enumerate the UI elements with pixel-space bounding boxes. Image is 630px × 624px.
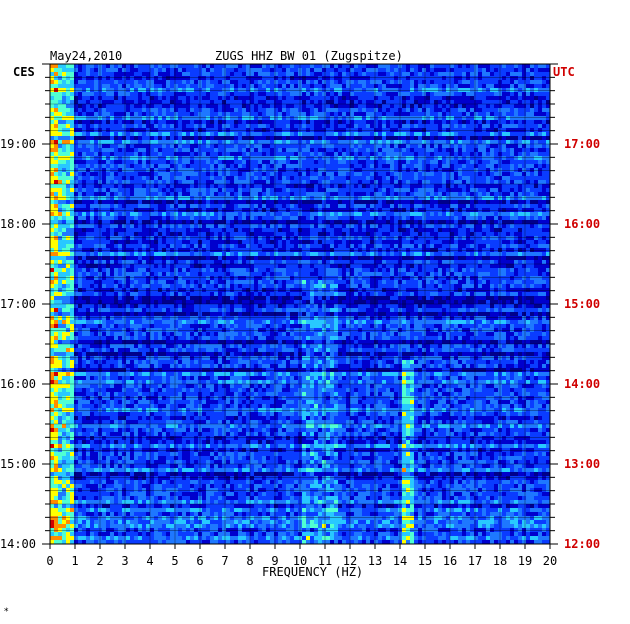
right-axis-label: UTC [553, 65, 575, 79]
y-right-tick-label: 14:00 [564, 377, 600, 391]
axis-labels: 0 1 2 3 4 5 6 7 8 9 10 11 12 13 14 15 16 17 18 19 2014:0015:… [0, 137, 600, 568]
x-tick-label: 3 [121, 554, 128, 568]
x-tick-label: 5 [171, 554, 178, 568]
x-tick-label: 20 [543, 554, 557, 568]
x-tick-label: 14 [393, 554, 407, 568]
grid-lines [50, 64, 550, 544]
x-axis-title: FREQUENCY (HZ) [262, 565, 363, 579]
axis-ticks [42, 63, 558, 549]
y-right-tick-label: 16:00 [564, 217, 600, 231]
x-tick-label: 0 [46, 554, 53, 568]
y-right-tick-label: 17:00 [564, 137, 600, 151]
x-tick-label: 11 [318, 554, 332, 568]
x-tick-label: 13 [368, 554, 382, 568]
x-tick-label: 6 [196, 554, 203, 568]
station-title: ZUGS HHZ BW 01 (Zugspitze) [215, 49, 403, 63]
x-tick-label: 8 [246, 554, 253, 568]
left-axis-label: CES [13, 65, 35, 79]
x-tick-label: 2 [96, 554, 103, 568]
y-left-tick-label: 16:00 [0, 377, 36, 391]
x-tick-label: 18 [493, 554, 507, 568]
y-left-tick-label: 14:00 [0, 537, 36, 551]
y-left-tick-label: 15:00 [0, 457, 36, 471]
y-right-tick-label: 13:00 [564, 457, 600, 471]
x-tick-label: 19 [518, 554, 532, 568]
x-tick-label: 9 [271, 554, 278, 568]
x-tick-label: 1 [71, 554, 78, 568]
x-tick-label: 16 [443, 554, 457, 568]
y-right-tick-label: 15:00 [564, 297, 600, 311]
x-tick-label: 15 [418, 554, 432, 568]
corner-mark: * [4, 607, 9, 617]
x-tick-label: 4 [146, 554, 153, 568]
y-left-tick-label: 18:00 [0, 217, 36, 231]
x-tick-label: 10 [293, 554, 307, 568]
y-right-tick-label: 12:00 [564, 537, 600, 551]
x-tick-label: 12 [343, 554, 357, 568]
x-tick-label: 17 [468, 554, 482, 568]
y-left-tick-label: 19:00 [0, 137, 36, 151]
x-tick-label: 7 [221, 554, 228, 568]
date-label: May24,2010 [50, 49, 122, 63]
y-left-tick-label: 17:00 [0, 297, 36, 311]
